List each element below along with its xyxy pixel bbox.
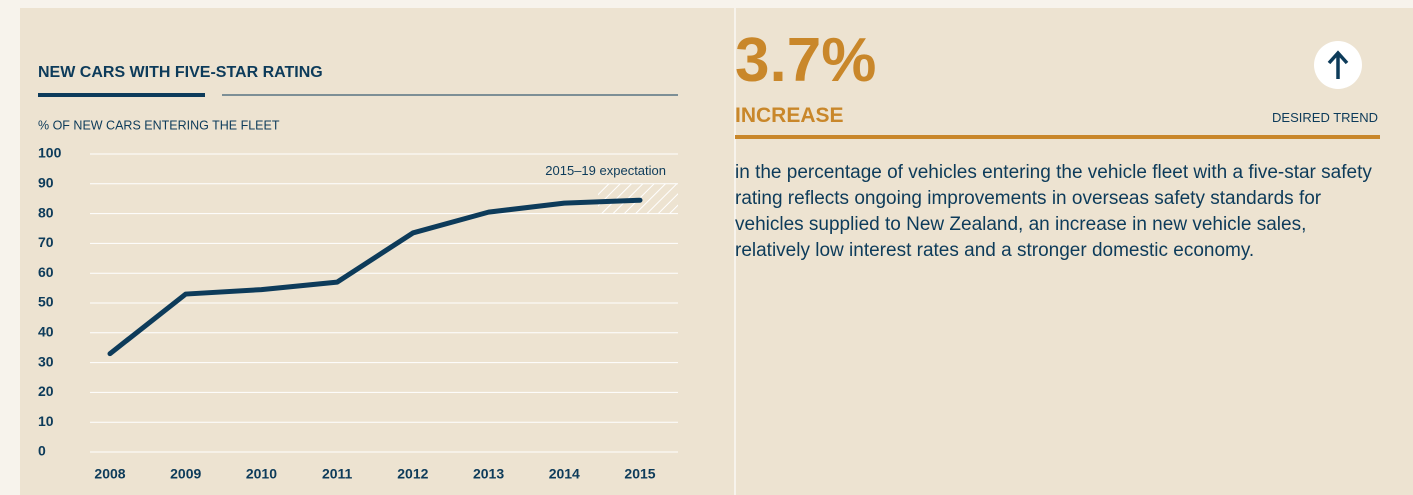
y-tick-label: 90	[38, 175, 54, 191]
y-tick-label: 70	[38, 234, 54, 250]
y-tick-label: 50	[38, 294, 54, 310]
title-rule	[38, 93, 205, 97]
y-tick-label: 40	[38, 324, 54, 340]
stat-text: in the percentage of vehicles entering t…	[735, 162, 1372, 261]
x-tick-label: 2015	[624, 466, 655, 482]
y-tick-label: 100	[38, 145, 62, 161]
y-tick-label: 10	[38, 413, 54, 429]
x-tick-label: 2009	[170, 466, 201, 482]
panel	[20, 8, 1413, 495]
x-tick-label: 2010	[246, 466, 277, 482]
y-tick-label: 20	[38, 383, 54, 399]
chart-subtitle: % OF NEW CARS ENTERING THE FLEET	[38, 118, 280, 132]
y-tick-label: 60	[38, 264, 54, 280]
stat-label: INCREASE	[735, 104, 844, 127]
line	[107, 197, 643, 357]
expectation-label: 2015–19 expectation	[545, 163, 666, 178]
x-tick-label: 2013	[473, 466, 504, 482]
trend-arrow	[1327, 50, 1349, 79]
x-tick-label: 2008	[94, 466, 125, 482]
x-tick-label: 2011	[322, 466, 353, 482]
y-tick-label: 80	[38, 204, 54, 220]
chart-title: NEW CARS WITH FIVE-STAR RATING	[38, 64, 323, 81]
stat-value: 3.7%	[735, 26, 877, 95]
y-tick-label: 0	[38, 443, 46, 459]
y-tick-label: 30	[38, 353, 54, 369]
trend-label: DESIRED TREND	[1272, 110, 1378, 125]
x-tick-label: 2014	[549, 466, 580, 482]
x-tick-label: 2012	[397, 466, 428, 482]
